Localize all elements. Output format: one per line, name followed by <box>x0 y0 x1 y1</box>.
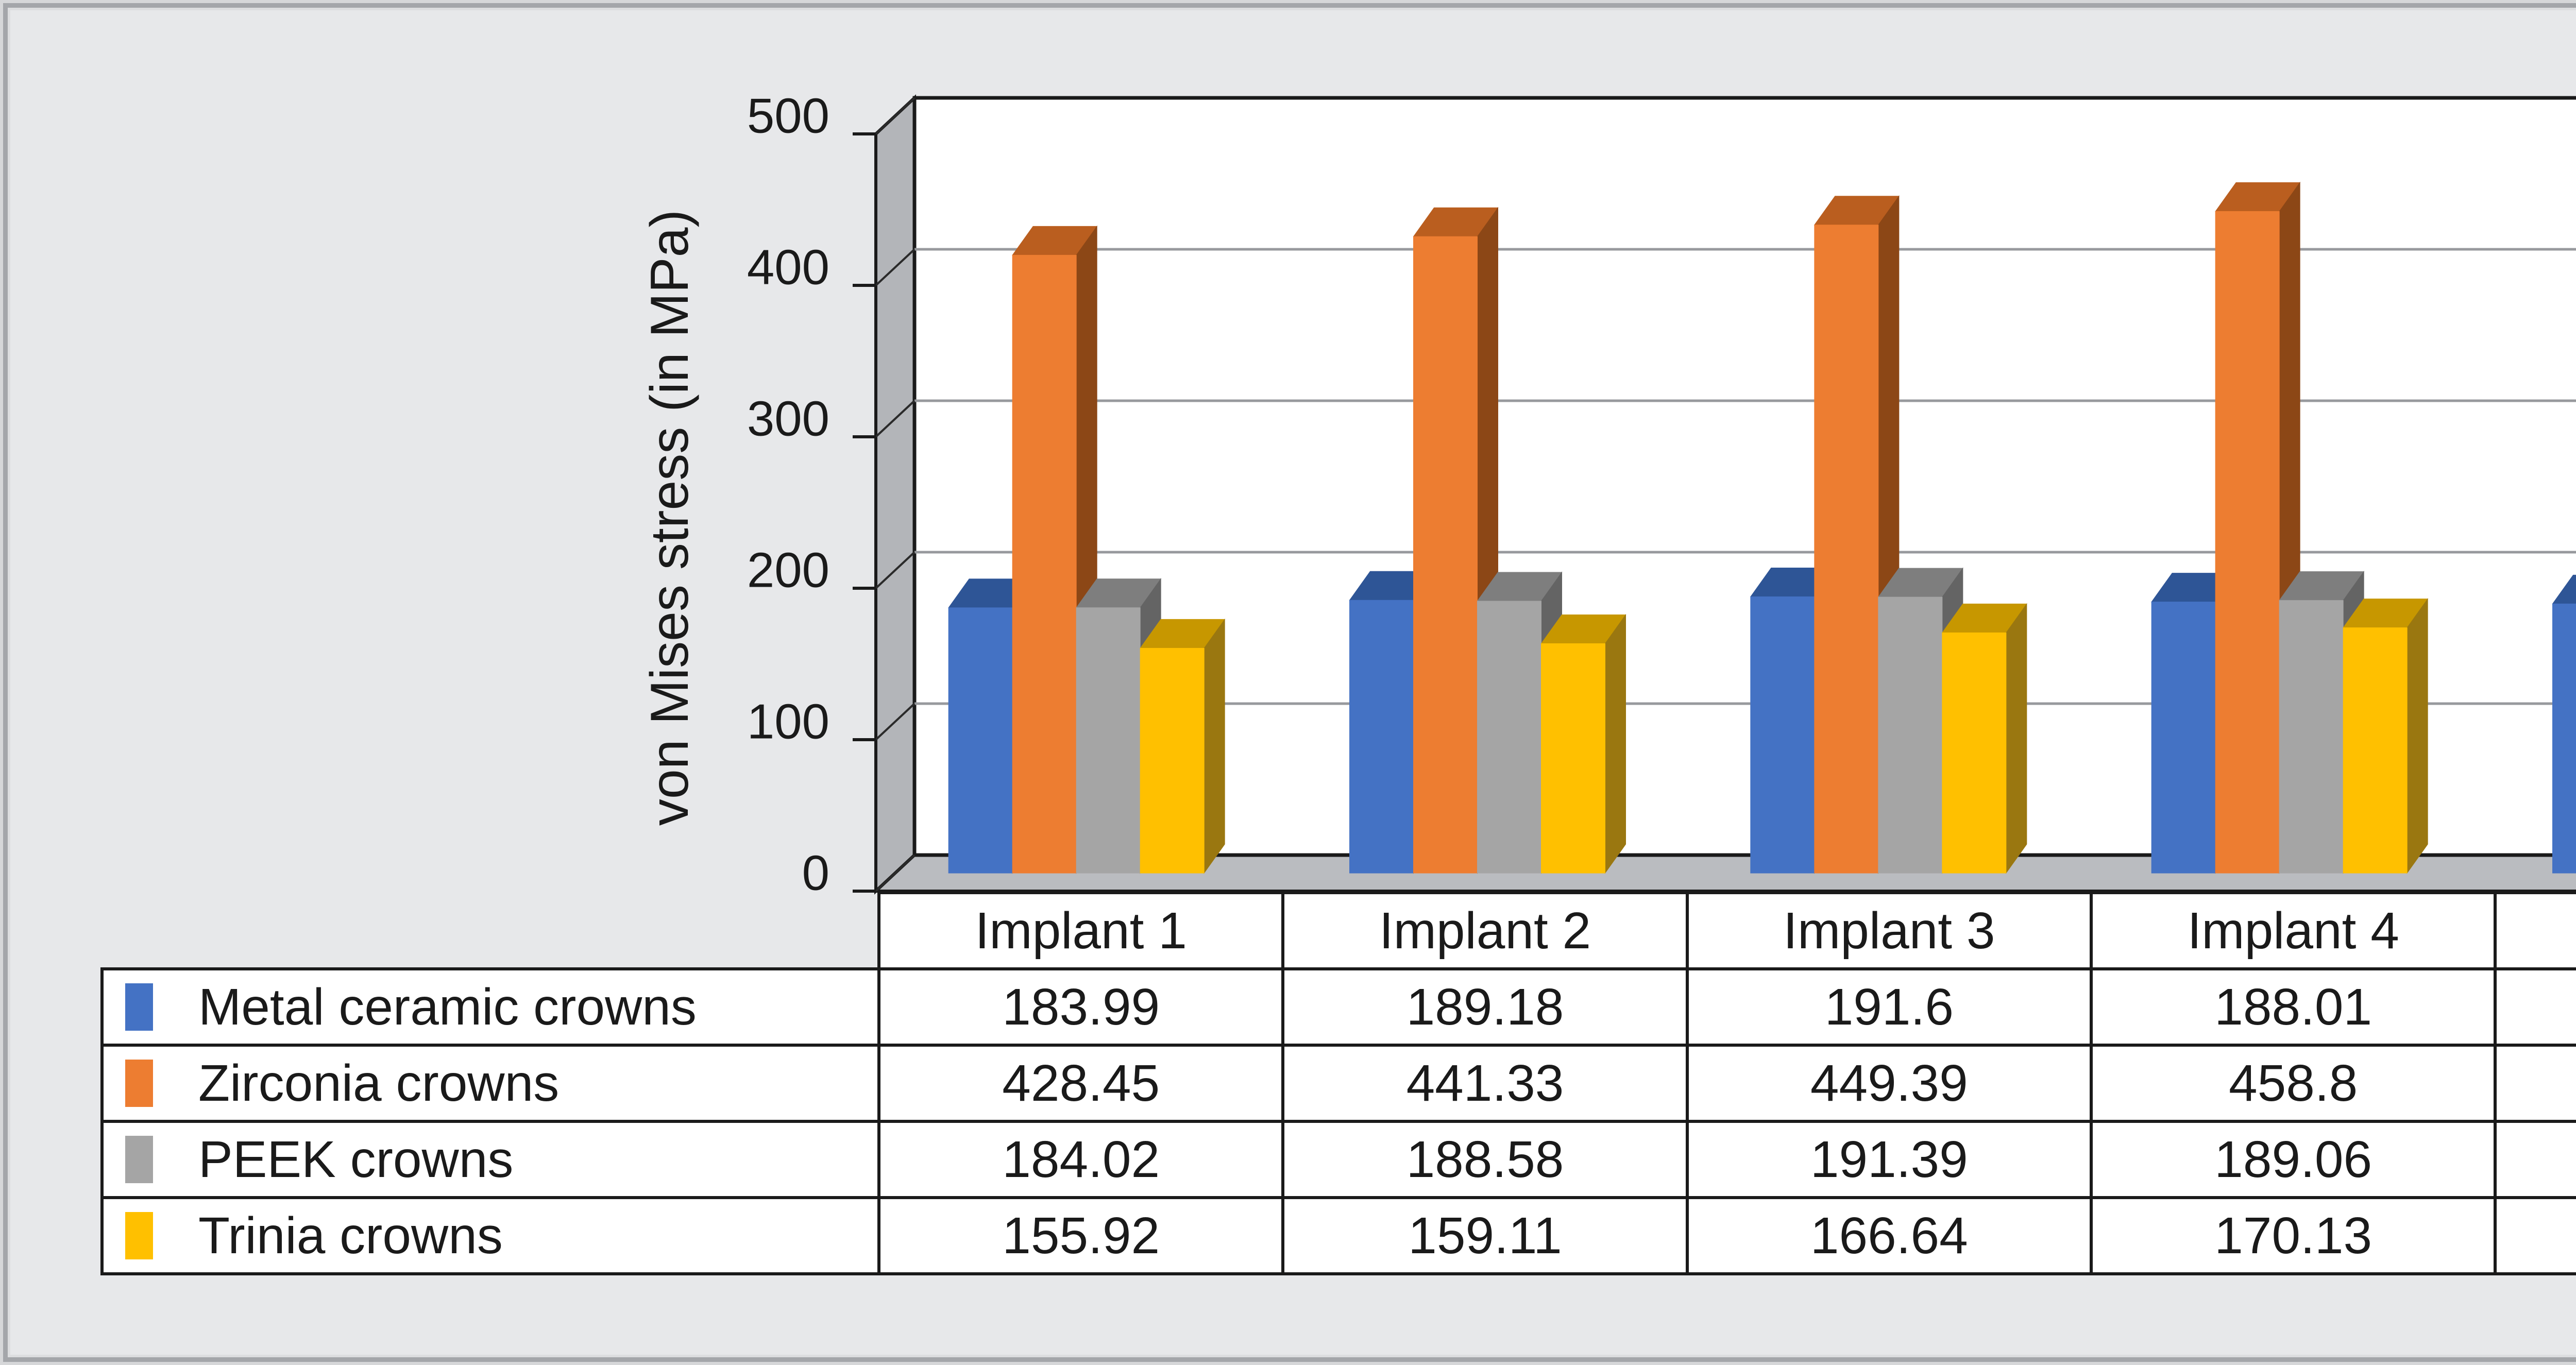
bar-implant4-s3 <box>2343 598 2429 874</box>
side-wall-gridline <box>875 400 916 438</box>
bar-front-face <box>1349 600 1414 874</box>
value-cell: 191.6 <box>1685 967 2093 1047</box>
bar-implant2-s3 <box>1540 613 1626 874</box>
series-name: Trinia crowns <box>198 1206 503 1265</box>
value-cell: 189.18 <box>1281 967 1689 1047</box>
side-wall-gridline <box>875 97 916 135</box>
table-row: Trinia crowns 155.92159.11166.64170.13165… <box>100 1196 2576 1275</box>
column-header: Implant 3 <box>1685 891 2093 970</box>
bar-front-face <box>1878 596 1943 874</box>
series-label-cell: Zirconia crowns <box>100 1044 880 1123</box>
bar-side-face <box>1605 613 1626 874</box>
bar-front-face <box>1076 607 1141 874</box>
y-tick-label: 100 <box>747 694 829 749</box>
value-cell: 166.64 <box>1685 1196 2093 1275</box>
value-cell: 155.92 <box>877 1196 1285 1275</box>
bar-side-face <box>2006 603 2027 874</box>
y-tick-label: 400 <box>747 240 829 295</box>
value-cell: 458.8 <box>2089 1044 2497 1123</box>
bar-front-face <box>1942 632 2007 874</box>
side-wall-gridline <box>875 703 916 741</box>
column-header: Implant 2 <box>1281 891 1689 970</box>
chart-gridlines <box>853 97 2576 893</box>
column-header: Implant 4 <box>2089 891 2497 970</box>
value-cell: 187 <box>2494 1120 2576 1199</box>
value-cell: 165.78 <box>2494 1196 2576 1275</box>
value-cell: 441.33 <box>1281 1044 1689 1123</box>
table-corner-spacer <box>102 893 879 969</box>
bar-implant1-s3 <box>1140 618 1226 874</box>
series-label-cell: PEEK crowns <box>100 1120 880 1199</box>
table-row: PEEK crowns184.02188.58191.39189.0618718… <box>100 1120 2576 1199</box>
bar-top-face <box>2552 574 2576 604</box>
legend-swatch-icon <box>125 1212 153 1259</box>
value-cell: 183.99 <box>877 967 1285 1047</box>
bar-front-face <box>948 607 1013 874</box>
side-wall <box>874 94 916 895</box>
column-header: Implant 5 <box>2494 891 2576 970</box>
value-cell: 188.58 <box>1281 1120 1689 1199</box>
bar-front-face <box>2552 603 2576 874</box>
legend-swatch-icon <box>125 1136 153 1183</box>
series-label-cell: Metal ceramic crowns <box>100 967 880 1047</box>
series-label-cell: Trinia crowns <box>100 1196 880 1275</box>
value-cell: 184.02 <box>877 1120 1285 1199</box>
value-cell: 191.39 <box>1685 1120 2093 1199</box>
bar-side-face <box>1204 618 1225 874</box>
bar-front-face <box>1012 254 1077 874</box>
bar-front-face <box>1541 643 1605 874</box>
value-cell: 428.45 <box>877 1044 1285 1123</box>
value-cell: 159.11 <box>1281 1196 1689 1275</box>
value-cell: 189.06 <box>2089 1120 2497 1199</box>
bar-front-face <box>2215 211 2280 874</box>
table-row: Metal ceramic crowns 183.99 189.18 191.6 188… <box>100 967 2576 1047</box>
legend-swatch-icon <box>125 1060 153 1107</box>
value-cell: 170.13 <box>2089 1196 2497 1275</box>
legend-entry: Zirconia crowns <box>105 1054 876 1113</box>
bar-front-face <box>1140 647 1205 874</box>
y-tick-label: 500 <box>747 89 829 144</box>
side-wall-gridline <box>875 854 916 892</box>
legend-swatch-icon <box>125 983 153 1031</box>
side-wall-gridline <box>875 551 916 589</box>
bar-front-face <box>2343 627 2408 874</box>
bar-front-face <box>2151 602 2216 874</box>
value-cell: 449.39 <box>1685 1044 2093 1123</box>
series-name: Metal ceramic crowns <box>198 978 697 1036</box>
bar-front-face <box>2279 600 2344 874</box>
y-tick-label: 0 <box>802 846 829 901</box>
y-axis-tick-labels: 0 100 200 300 400 500 <box>747 89 829 901</box>
value-cell: 188.01 <box>2089 967 2497 1047</box>
bar-implant2-s1 <box>1413 207 1499 874</box>
bar-front-face <box>1413 236 1478 874</box>
legend-entry: Metal ceramic crowns <box>105 978 876 1037</box>
series-name: Zirconia crowns <box>198 1054 560 1112</box>
bar-implant5-s0 <box>2552 574 2576 874</box>
y-tick-label: 200 <box>747 543 829 598</box>
value-cell: 186.67 <box>2494 967 2576 1047</box>
y-axis-title: von Mises stress (in MPa) <box>640 210 700 826</box>
bar-front-face <box>1477 601 1541 874</box>
y-tick-label: 300 <box>747 391 829 447</box>
bar-side-face <box>2406 598 2428 874</box>
bar-front-face <box>1750 596 1815 874</box>
legend-entry: PEEK crowns <box>105 1130 876 1189</box>
value-cell: 443.32 <box>2494 1044 2576 1123</box>
legend-entry: Trinia crowns <box>105 1206 876 1266</box>
chart-bars <box>948 181 2576 874</box>
bar-implant1-s1 <box>1012 225 1098 874</box>
table-row: Zirconia crowns 428.45441.33449.39458.844… <box>100 1044 2576 1123</box>
series-name: PEEK crowns <box>198 1130 514 1188</box>
column-header: Implant 1 <box>877 891 1285 970</box>
bar-front-face <box>1814 225 1879 874</box>
side-wall-gridline <box>875 248 916 286</box>
bar-implant3-s3 <box>1941 603 2027 874</box>
